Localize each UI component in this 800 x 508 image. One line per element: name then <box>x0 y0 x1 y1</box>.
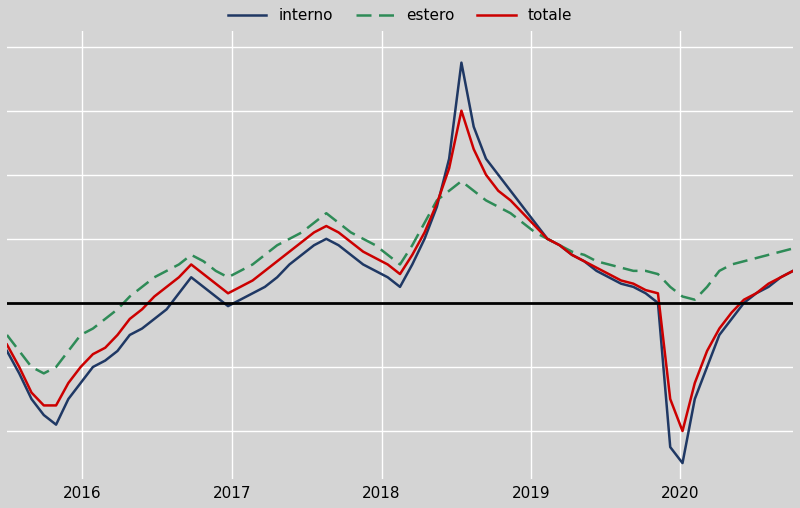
Legend: interno, estero, totale: interno, estero, totale <box>222 3 578 29</box>
